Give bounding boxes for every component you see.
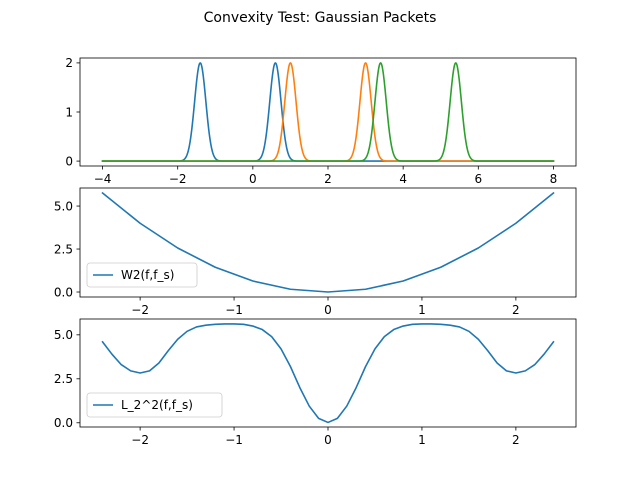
w2-legend-box — [86, 262, 198, 288]
gaussian-x-tick-label: 6 — [474, 172, 482, 186]
l2-x-tick-label: 1 — [418, 433, 426, 447]
l2-x-tick-label: 2 — [512, 433, 520, 447]
w2-x-tick-label: 0 — [324, 303, 332, 317]
w2-x-tick-label: 2 — [512, 303, 520, 317]
l2-y-tick-label: 0.0 — [54, 416, 73, 430]
gaussian-axes-frame — [79, 57, 577, 167]
l2-legend: L_2^2(f,f_s) — [86, 392, 223, 418]
l2-x-tick-label: −2 — [131, 433, 149, 447]
gaussian-series-line-2 — [101, 62, 555, 162]
l2-y-tick-label: 2.5 — [54, 372, 73, 386]
l2-x-tick-label: −1 — [225, 433, 243, 447]
w2-x-tick-label: −2 — [131, 303, 149, 317]
l2-axes-frame — [79, 318, 577, 428]
gaussian-x-tick-label: 8 — [550, 172, 558, 186]
w2-legend-label: W2(f,f_s) — [121, 268, 174, 282]
l2-legend-box — [86, 392, 223, 418]
w2-tick-layer: −2 −1 0 1 2 0.0 2.5 5.0 — [54, 199, 520, 317]
gaussian-y-tick-label: 1 — [65, 105, 73, 119]
gaussian-y-tick-label: 2 — [65, 56, 73, 70]
gaussian-series-layer — [101, 62, 555, 162]
w2-series-layer — [101, 191, 555, 293]
gaussian-tick-layer: −4 −2 0 2 4 6 8 0 1 2 — [65, 56, 557, 186]
gaussian-x-tick-label: 2 — [324, 172, 332, 186]
l2-series-layer — [101, 323, 555, 424]
l2-y-tick-label: 5.0 — [54, 328, 73, 342]
w2-x-tick-label: 1 — [418, 303, 426, 317]
w2-series-line-0 — [101, 191, 555, 293]
l2-legend-label: L_2^2(f,f_s) — [121, 398, 193, 412]
gaussian-x-tick-label: 4 — [399, 172, 407, 186]
gaussian-x-tick-label: −2 — [169, 172, 187, 186]
gaussian-packets-axes: −4 −2 0 2 4 6 8 0 1 2 — [65, 56, 577, 186]
w2-y-tick-label: 5.0 — [54, 199, 73, 213]
l2-tick-layer: −2 −1 0 1 2 0.0 2.5 5.0 — [54, 328, 520, 447]
w2-y-tick-label: 0.0 — [54, 285, 73, 299]
figure-title: Convexity Test: Gaussian Packets — [204, 10, 437, 26]
w2-y-tick-label: 2.5 — [54, 242, 73, 256]
w2-axes-frame — [79, 187, 577, 298]
gaussian-x-tick-label: −4 — [94, 172, 112, 186]
gaussian-y-tick-label: 0 — [65, 154, 73, 168]
l2-axes: −2 −1 0 1 2 0.0 2.5 5.0 L_2^2(f,f_s) — [54, 318, 577, 447]
w2-axes: −2 −1 0 1 2 0.0 2.5 5.0 W2(f,f_s) — [54, 187, 577, 317]
w2-x-tick-label: −1 — [225, 303, 243, 317]
gaussian-x-tick-label: 0 — [249, 172, 257, 186]
l2-x-tick-label: 0 — [324, 433, 332, 447]
l2-series-line-0 — [101, 323, 555, 424]
w2-legend: W2(f,f_s) — [86, 262, 198, 288]
